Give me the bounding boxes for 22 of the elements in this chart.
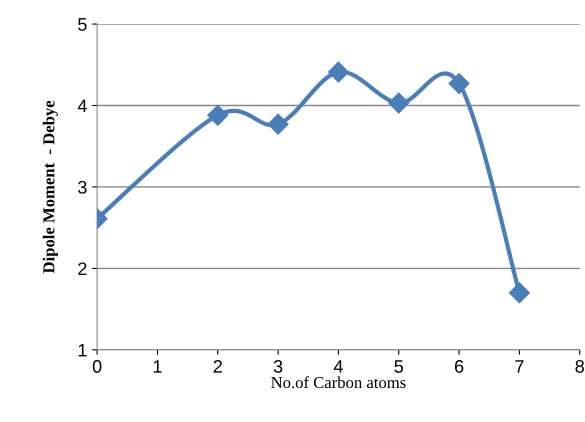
y-tick-label: 1 bbox=[78, 344, 87, 356]
point bbox=[328, 62, 349, 83]
y-tick-label: 3 bbox=[78, 180, 87, 194]
x-tick-label: 3 bbox=[274, 360, 282, 373]
x-tick-label: 4 bbox=[334, 360, 343, 373]
y-tick-label: 2 bbox=[78, 262, 86, 275]
x-tick-label: 0 bbox=[92, 360, 102, 373]
y-axis-title: Dipole Moment - Debye bbox=[42, 100, 58, 274]
y-tick-label: 5 bbox=[78, 18, 87, 31]
point bbox=[448, 72, 470, 94]
x-tick-label: 5 bbox=[394, 360, 404, 373]
x-tick-label: 7 bbox=[515, 360, 524, 373]
y-tick-label: 4 bbox=[78, 100, 87, 112]
x-tick-label: 1 bbox=[154, 360, 162, 373]
x-axis-title: No.of Carbon atoms bbox=[271, 376, 406, 388]
x-tick-label: 2 bbox=[214, 360, 222, 373]
point bbox=[268, 114, 289, 135]
x-tick-label: 8 bbox=[576, 360, 584, 373]
point bbox=[508, 282, 530, 304]
point bbox=[388, 92, 410, 114]
point bbox=[207, 104, 228, 126]
x-tick-label: 6 bbox=[454, 360, 464, 373]
